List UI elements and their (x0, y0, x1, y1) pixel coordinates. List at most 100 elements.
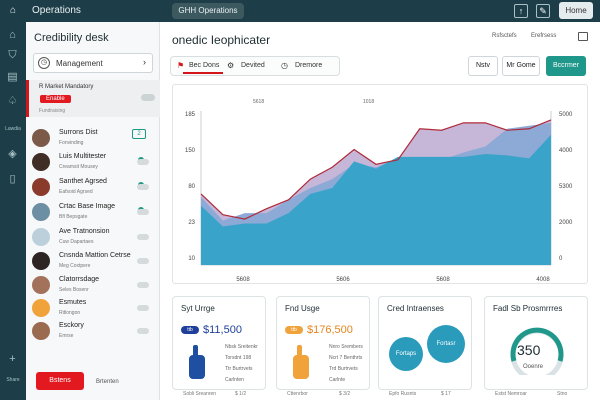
gauge (510, 327, 564, 375)
list-item[interactable]: Clatorrsdage Seles Bosenr (32, 275, 152, 297)
list-item[interactable]: Ave Tratnonsion Cuw Dapartaes (32, 227, 152, 249)
row-toggle[interactable] (137, 159, 149, 165)
card-line: Torsdnt 198 (225, 355, 252, 361)
list-item[interactable]: Esckory Emrse (32, 321, 152, 343)
doc-icon[interactable]: ▯ (9, 173, 16, 185)
y-right-tick-label: 5000 (559, 112, 573, 118)
selected-item-title: R Market Mandatory (39, 84, 94, 90)
window-icon[interactable] (578, 32, 588, 41)
top-right-link[interactable]: Rsfsctefs (492, 33, 517, 39)
page-title: onedic Ieophicater (172, 33, 271, 47)
y-right-tick-label: 5300 (559, 184, 573, 190)
tab-bec-dons[interactable]: Bec Dons (189, 62, 220, 69)
management-selector[interactable]: ◷ Management › (33, 53, 153, 73)
enable-badge[interactable]: Enable (40, 95, 71, 103)
row-toggle[interactable] (137, 184, 149, 190)
x-tick-label: 5606 (336, 277, 350, 283)
list-item[interactable]: Cnsnda Mattion Cetrse Meg Coxtpere (32, 251, 152, 273)
card-line: Trd Burtrvets (329, 366, 358, 372)
home-icon[interactable]: ⌂ (9, 29, 16, 41)
lamp-icon[interactable]: ♤ (7, 95, 18, 107)
usage-card: Syt Urrge ttb $11,500 Nbsk Sreitenkr Tor… (172, 296, 266, 397)
clock-icon: ◷ (281, 61, 288, 70)
header-action-button[interactable]: Home (559, 2, 593, 19)
card-title: Cred Intraenses (387, 304, 444, 313)
edit-icon[interactable]: ✎ (536, 4, 550, 18)
chart-card: 185 150 80 23 10 5000 4000 5300 2000 0 5618 1018 560… (172, 84, 588, 284)
primary-button[interactable]: Bccrmer (546, 56, 586, 76)
shield-icon[interactable]: ⛉ (8, 49, 17, 61)
center-header-button[interactable]: GHH Operations (172, 3, 244, 19)
card-footer-value: $ 3/2 (339, 391, 351, 397)
card-badge: ttb (285, 326, 303, 334)
nstv-button[interactable]: Nstv (468, 56, 498, 76)
gauge-value: 350 (517, 342, 541, 358)
list-item-name: Santhet Agrsed (59, 178, 107, 185)
card-value: $176,500 (307, 324, 353, 336)
list-item-name: Esmutes (59, 299, 87, 306)
row-toggle[interactable] (137, 209, 149, 215)
list-item[interactable]: Surrons Dist Fonvinding 2 (32, 128, 152, 150)
list-item-sub: Bfl Bepsgate (59, 214, 88, 220)
chevron-right-icon: › (143, 57, 146, 67)
footer-label: Brtenten (96, 379, 119, 385)
list-item[interactable]: Santhet Agrsed Eafsoid Agrsed (32, 177, 152, 199)
selected-item-sub: Fundraising (39, 108, 66, 114)
upload-icon[interactable]: ↑ (514, 4, 528, 18)
home-logo-icon[interactable]: ⌂ (10, 5, 17, 16)
book-icon[interactable]: ▤ (7, 71, 18, 83)
primary-area (201, 134, 551, 265)
card-value: $11,500 (203, 324, 242, 336)
card-title: Fnd Usge (285, 304, 320, 313)
list-item[interactable]: Luis Multitester Creamsit Mousey (32, 152, 152, 174)
panel-footer: Bstens Brtenten (26, 364, 160, 400)
tab-devited[interactable]: Devited (241, 62, 265, 69)
rail-label: Lawdia (5, 126, 21, 132)
fund-usage-card: Fnd Usge ttb $176,500 Nnro Srembers Ncrt… (276, 296, 370, 397)
plus-icon[interactable]: + (9, 353, 16, 365)
mr-gome-button[interactable]: Mr Gome (502, 56, 540, 76)
avatar (32, 299, 50, 317)
row-toggle[interactable] (137, 305, 149, 311)
x-tick-label: 5608 (236, 277, 250, 283)
x-top-label: 5618 (253, 99, 264, 105)
list-item-sub: Fonvinding (59, 140, 84, 146)
avatar (32, 276, 50, 294)
top-bar: ⌂ Operations GHH Operations ↑ ✎ Home (0, 0, 600, 22)
row-toggle[interactable] (137, 328, 149, 334)
row-toggle[interactable] (137, 282, 149, 288)
selected-item[interactable]: R Market Mandatory Enable Fundraising (26, 80, 160, 117)
list-item[interactable]: Esmutes Ritlongon (32, 298, 152, 320)
list-item-sub: Creamsit Mousey (59, 164, 98, 170)
top-right-link-2[interactable]: Erefrsess (531, 33, 557, 39)
panel-title: Credibility desk (34, 32, 109, 44)
view-tabs: ⚑ Bec Dons ⚙ Devited ◷ Dremore (170, 56, 340, 76)
tag-icon[interactable]: ◈ (8, 148, 17, 160)
card-footer: Sobli Sreanren (183, 391, 217, 397)
card-line: Ttr Burtrvets (225, 366, 253, 372)
list-item-sub: Cuw Dapartaes (59, 239, 94, 245)
y-right-tick-label: 2000 (559, 220, 573, 226)
card-line: Carlnte (329, 377, 346, 383)
outline-line (200, 119, 552, 220)
hand-icon (293, 345, 309, 379)
list-item-name: Crtac Base Image (59, 203, 116, 210)
left-rail: ⌂ ⛉ ▤ ♤ Lawdia ◈ ▯ + Share (0, 22, 26, 400)
card-footer-value: $ 17 (441, 391, 451, 397)
avatar (32, 178, 50, 196)
footer-button[interactable]: Bstens (36, 372, 84, 390)
row-toggle[interactable] (137, 234, 149, 240)
tab-dremore[interactable]: Dremore (295, 62, 323, 69)
list-item-sub: Seles Bosenr (59, 287, 89, 293)
card-title: Fadl Sb Prosmrrres (493, 304, 563, 313)
avatar (32, 153, 50, 171)
circle-badge: Fortaps (389, 337, 423, 371)
y-tick-label: 150 (185, 148, 196, 154)
y-tick-label: 23 (188, 220, 195, 226)
count-badge: 2 (132, 129, 146, 139)
card-line: Nnro Srembers (329, 344, 363, 350)
selected-toggle[interactable] (141, 94, 155, 101)
row-toggle[interactable] (137, 258, 149, 264)
card-badge: ttb (181, 326, 199, 334)
list-item[interactable]: Crtac Base Image Bfl Bepsgate (32, 202, 152, 224)
